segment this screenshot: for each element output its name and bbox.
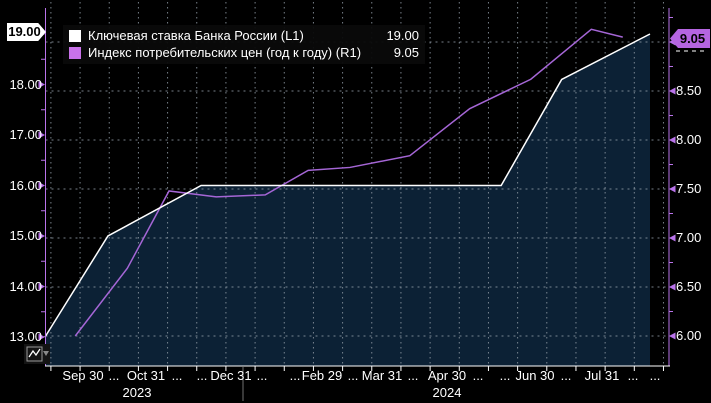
left-axis-label: 15.00 [9, 228, 42, 243]
left-axis-tick-arrow [38, 333, 45, 341]
x-axis-label: ... [108, 368, 120, 383]
left-axis-tick-arrow [38, 81, 45, 88]
x-axis-label: Oct 31 [126, 368, 166, 383]
right-axis-tick-arrow [669, 283, 676, 291]
x-axis-label: Apr 30 [427, 368, 467, 383]
x-axis-label: ... [472, 368, 484, 383]
left-axis-tick-arrow [38, 283, 45, 290]
right-axis-tick-arrow [669, 332, 676, 340]
left-axis-tick-arrow [38, 232, 45, 240]
right-axis-tick-arrow [669, 234, 676, 242]
left-axis-label: 14.00 [9, 278, 42, 294]
x-axis-label: Jul 31 [584, 368, 620, 383]
x-axis-label: Feb 29 [301, 368, 343, 383]
chart-tool-button[interactable] [24, 344, 50, 364]
right-axis-label: 6.50 [676, 279, 702, 294]
left-axis-label: 16.00 [9, 177, 42, 193]
left-axis-label: 13.00 [9, 329, 42, 344]
x-axis-year-label: 2023 [122, 385, 152, 400]
legend-value-key-rate: 19.00 [386, 28, 419, 43]
x-axis-label: Jun 30 [515, 368, 555, 383]
x-axis-label: ... [649, 368, 661, 383]
x-axis-label: ... [289, 368, 301, 383]
legend-item-cpi[interactable]: Индекс потребительских цен (год к году) … [69, 44, 419, 61]
l1-series-swatch-icon [69, 29, 81, 42]
r1-last-value-badge: 9.05 [670, 29, 710, 48]
right-axis-tick-arrow [669, 87, 676, 95]
chart-tool-button-frame [26, 346, 43, 362]
l1-last-value-badge: 19.00 [7, 23, 46, 41]
x-axis-label: ... [171, 368, 183, 383]
left-axis-label: 17.00 [9, 127, 42, 142]
legend: Ключевая ставка Банка России (L1) 19.00 … [63, 25, 425, 64]
x-axis-label: Sep 30 [62, 368, 104, 383]
legend-label-cpi: Индекс потребительских цен (год к году) … [88, 45, 362, 60]
right-axis-tick-arrow [669, 185, 676, 193]
right-axis-tick-arrow [669, 136, 676, 144]
legend-label-key-rate: Ключевая ставка Банка России (L1) [88, 28, 304, 43]
x-axis-label: ... [347, 368, 359, 383]
x-axis-label: ... [196, 368, 208, 383]
x-axis-label: ... [627, 368, 639, 383]
right-axis-label: 8.00 [676, 132, 702, 147]
x-axis-label: ... [407, 368, 419, 383]
x-axis-label: Mar 31 [361, 368, 403, 383]
right-axis-label: 7.00 [676, 230, 702, 245]
x-axis-label: ... [560, 368, 572, 383]
r1-series-swatch-icon [69, 46, 81, 59]
x-axis-label: Dec 31 [210, 368, 252, 383]
x-axis-label: ... [499, 368, 511, 383]
right-axis-label: 6.00 [676, 328, 702, 343]
left-axis-tick-arrow [38, 182, 45, 189]
cpi-line [74, 28, 623, 337]
right-axis-label: 8.50 [676, 83, 702, 98]
x-axis-label: ... [256, 368, 268, 383]
legend-item-key-rate[interactable]: Ключевая ставка Банка России (L1) 19.00 [69, 27, 419, 44]
legend-value-cpi: 9.05 [393, 45, 419, 60]
key-rate-line [44, 33, 651, 338]
dropdown-arrow-icon [43, 351, 49, 356]
line-chart-icon [28, 348, 41, 358]
x-axis-year-label: 2024 [432, 385, 462, 400]
left-axis-label: 18.00 [9, 76, 42, 92]
right-axis-label: 7.50 [676, 181, 702, 196]
left-axis-tick-arrow [38, 131, 45, 139]
